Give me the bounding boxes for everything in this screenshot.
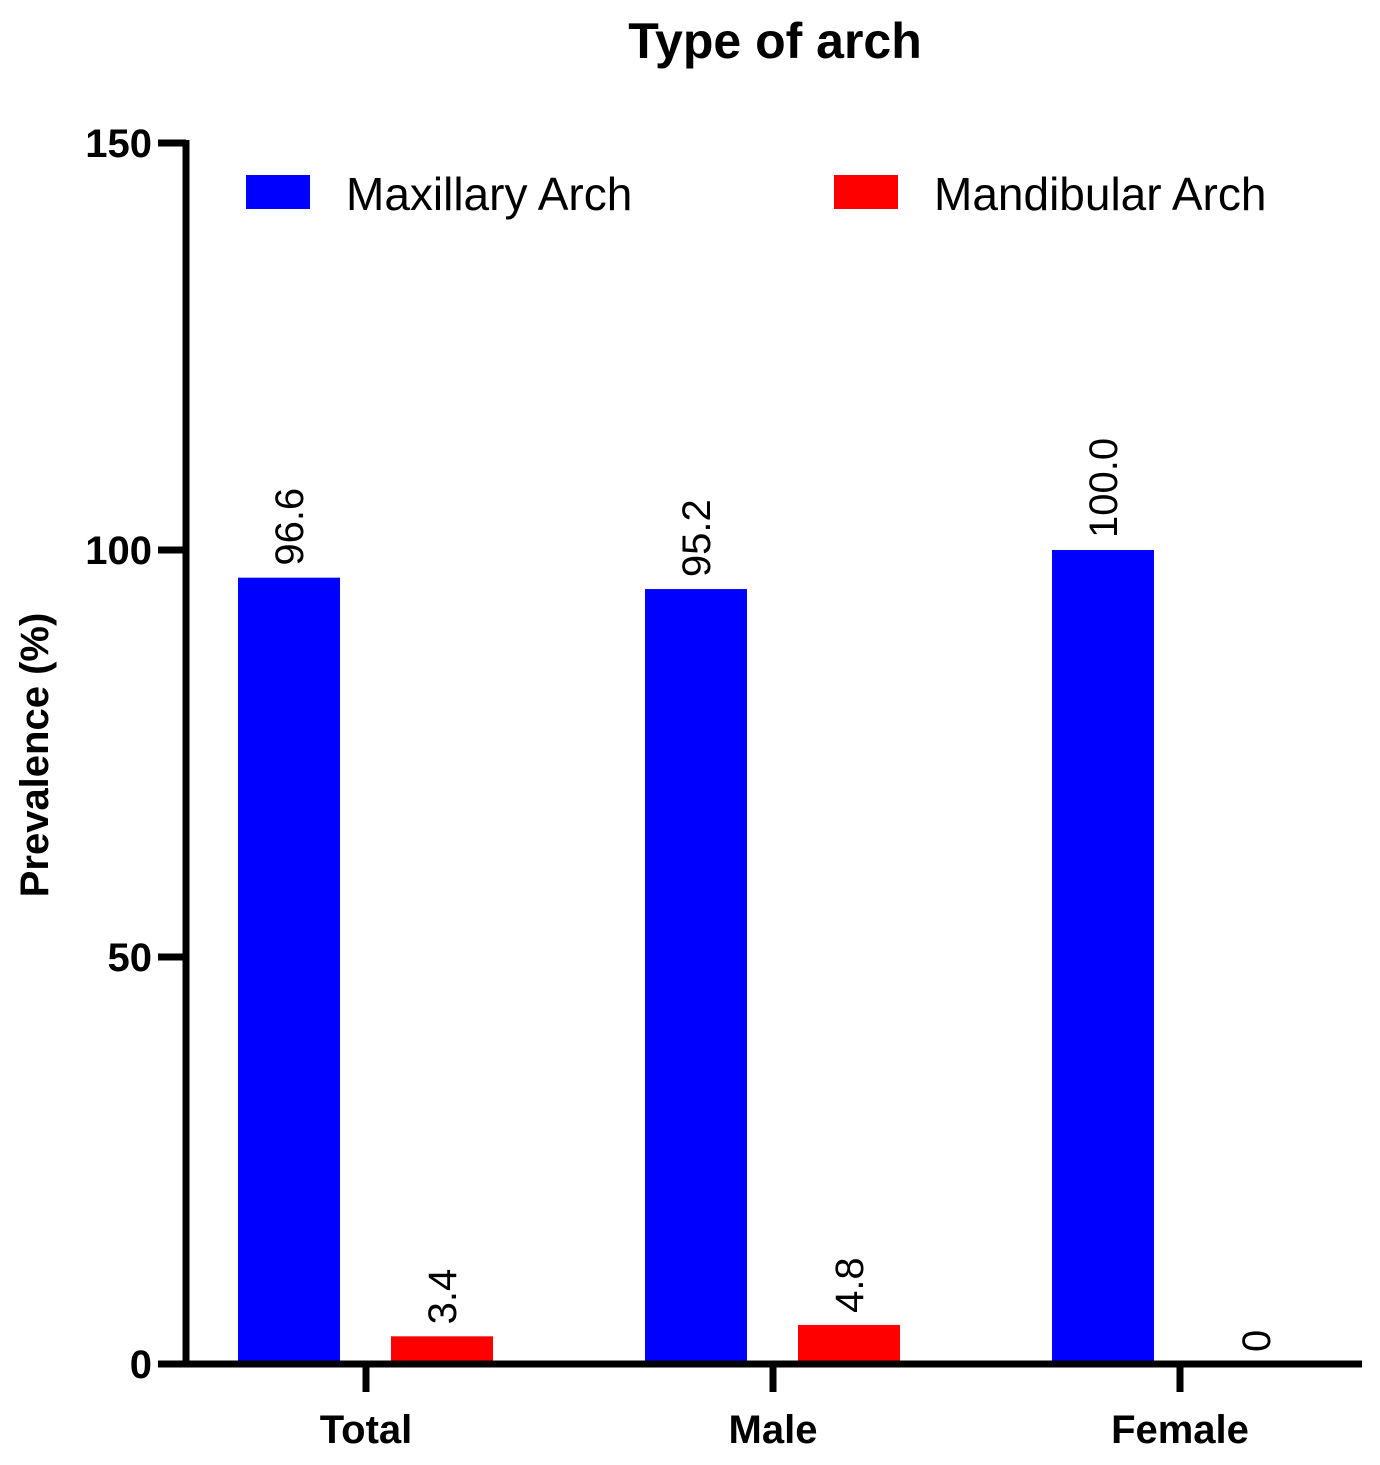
legend: Maxillary Arch Mandibular Arch xyxy=(246,168,1266,220)
data-labels: 96.6 95.2 100.0 3.4 4.8 0 xyxy=(268,438,1279,1352)
data-label: 100.0 xyxy=(1082,438,1126,538)
data-label: 0 xyxy=(1235,1330,1279,1352)
y-tick-label: 150 xyxy=(85,122,152,166)
data-label: 96.6 xyxy=(268,488,312,566)
x-tick-label: Female xyxy=(1111,1408,1249,1452)
y-tick-label: 100 xyxy=(85,529,152,573)
data-label: 3.4 xyxy=(421,1269,465,1325)
data-label: 95.2 xyxy=(675,499,719,577)
bar-mandibular-arch-male xyxy=(798,1324,900,1364)
bar-maxillary-arch-male xyxy=(645,589,747,1364)
bar-maxillary-arch-total xyxy=(238,577,340,1364)
y-axis-title: Prevalence (%) xyxy=(13,613,57,898)
bars xyxy=(238,550,1154,1364)
legend-swatch xyxy=(834,175,898,209)
chart-title: Type of arch xyxy=(628,13,922,69)
x-tick-label: Male xyxy=(729,1408,818,1452)
data-label: 4.8 xyxy=(828,1257,872,1313)
legend-swatch xyxy=(246,175,310,209)
legend-label: Maxillary Arch xyxy=(346,168,632,220)
x-tick-label: Total xyxy=(320,1408,413,1452)
axes: 0 50 100 150 Total Male Female xyxy=(85,122,1362,1452)
y-tick-label: 0 xyxy=(130,1343,152,1387)
bar-mandibular-arch-total xyxy=(391,1336,493,1364)
legend-label: Mandibular Arch xyxy=(934,168,1266,220)
y-tick-label: 50 xyxy=(108,936,153,980)
bar-maxillary-arch-female xyxy=(1052,550,1154,1364)
